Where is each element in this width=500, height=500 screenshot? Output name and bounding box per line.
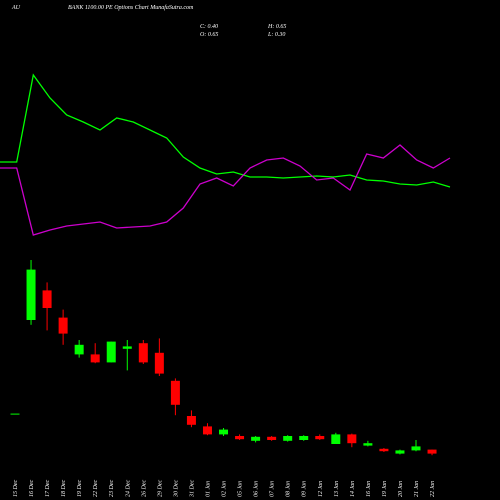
candle-body xyxy=(395,450,405,454)
candle-body xyxy=(427,449,437,454)
candle-body xyxy=(154,352,164,374)
candle-body xyxy=(186,416,196,425)
x-tick-label: 23 Dec xyxy=(109,480,115,497)
x-tick-label: 16 Jan xyxy=(366,481,372,497)
x-tick-label: 29 Dec xyxy=(157,480,163,497)
x-tick-label: 26 Dec xyxy=(141,480,147,497)
x-tick-label: 12 Jan xyxy=(318,481,324,497)
candle-body xyxy=(283,436,293,441)
candle-body xyxy=(74,344,84,355)
candle-body xyxy=(122,346,132,349)
candle-body xyxy=(58,317,68,334)
candle-body xyxy=(106,341,116,363)
x-tick-label: 07 Jan xyxy=(270,481,276,497)
indicator-line xyxy=(0,73,451,188)
candle-body xyxy=(90,354,100,363)
candle-body xyxy=(138,343,148,363)
x-tick-label: 22 Jan xyxy=(430,481,436,497)
candle-body xyxy=(26,269,36,320)
x-tick-label: 17 Dec xyxy=(45,480,51,497)
x-tick-label: 18 Dec xyxy=(61,480,67,497)
x-tick-label: 13 Jan xyxy=(334,481,340,497)
x-tick-label: 15 Dec xyxy=(13,480,19,497)
x-tick-label: 02 Jan xyxy=(222,481,228,497)
candle-body xyxy=(251,436,261,441)
x-tick-label: 30 Dec xyxy=(173,480,179,498)
candle-body xyxy=(202,426,212,435)
x-tick-label: 19 Jan xyxy=(382,481,388,497)
candle-body xyxy=(363,443,373,446)
x-tick-label: 05 Jan xyxy=(238,481,244,497)
x-tick-label: 22 Dec xyxy=(93,480,99,497)
low-label: L: 0.30 xyxy=(267,32,285,38)
x-tick-label: 20 Jan xyxy=(398,481,404,497)
x-tick-label: 08 Jan xyxy=(286,481,292,497)
close-label: C: 0.40 xyxy=(200,23,218,30)
candle-body xyxy=(235,436,245,440)
open-label: O: 0.65 xyxy=(200,32,218,38)
candle-body xyxy=(411,446,421,451)
candle-body xyxy=(299,436,309,440)
x-tick-label: 19 Dec xyxy=(77,480,83,497)
candle-body xyxy=(10,413,20,415)
high-label: H: 0.65 xyxy=(267,24,286,30)
chart-title: AU xyxy=(11,5,21,11)
x-tick-label: 31 Dec xyxy=(189,480,195,498)
candle-body xyxy=(267,436,277,440)
candle-body xyxy=(42,290,52,308)
x-tick-label: 16 Dec xyxy=(29,480,35,497)
candle-body xyxy=(347,434,357,444)
candle-body xyxy=(219,429,229,435)
x-tick-label: 24 Dec xyxy=(124,480,131,497)
x-tick-label: 06 Jan xyxy=(254,481,260,497)
x-tick-label: 09 Jan xyxy=(302,481,308,497)
chart-subtitle: BANK 1100.00 PE Options Chart MunafaSutr… xyxy=(68,4,194,11)
candle-body xyxy=(170,380,180,405)
candle-body xyxy=(331,434,341,444)
candle-body xyxy=(315,436,325,440)
x-tick-label: 21 Jan xyxy=(414,481,420,497)
x-tick-label: 14 Jan xyxy=(349,481,356,497)
x-tick-label: 01 Jan xyxy=(205,481,211,497)
indicator-line xyxy=(0,144,451,236)
candle-body xyxy=(379,448,389,452)
